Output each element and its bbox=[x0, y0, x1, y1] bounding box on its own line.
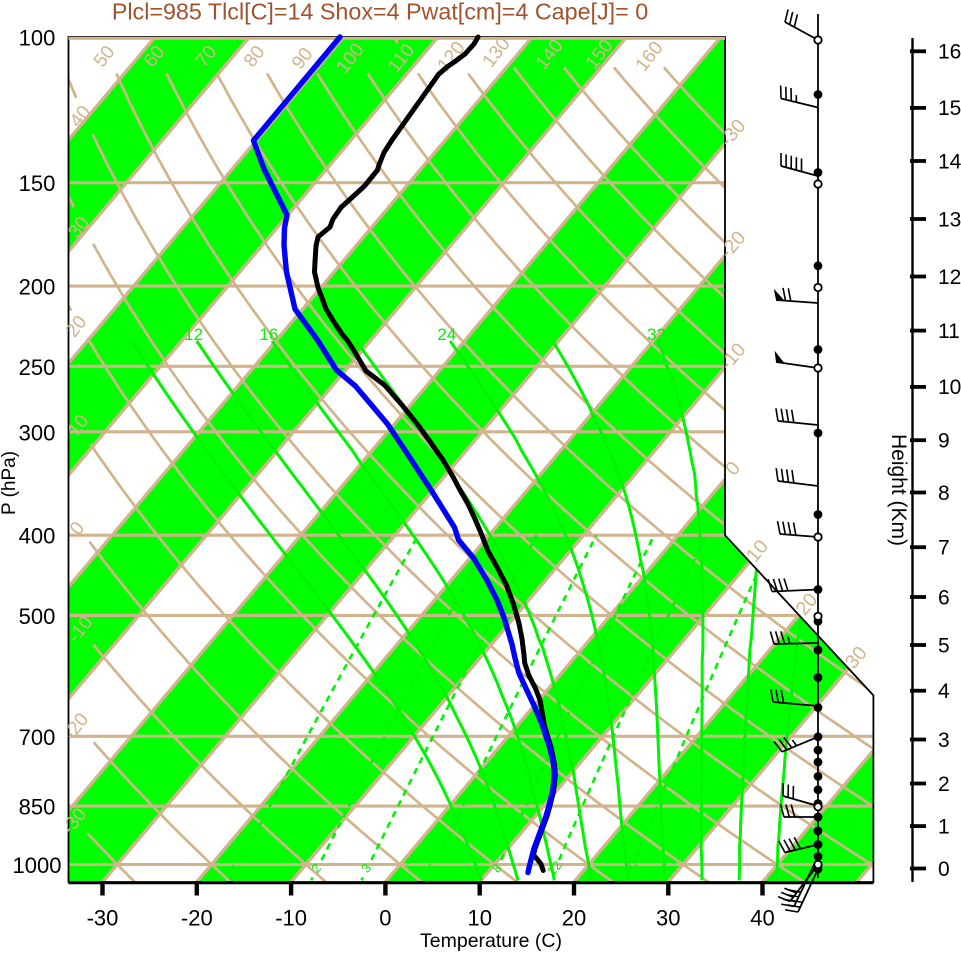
svg-text:12: 12 bbox=[938, 266, 961, 289]
svg-text:150: 150 bbox=[19, 171, 56, 196]
svg-text:-20: -20 bbox=[181, 906, 213, 931]
svg-text:-30: -30 bbox=[87, 906, 119, 931]
svg-text:30: 30 bbox=[656, 906, 680, 931]
svg-text:200: 200 bbox=[19, 275, 56, 300]
svg-text:1000: 1000 bbox=[13, 853, 62, 878]
svg-text:20: 20 bbox=[562, 906, 586, 931]
svg-text:16: 16 bbox=[938, 41, 961, 64]
svg-text:8: 8 bbox=[938, 482, 950, 505]
svg-text:Height (Km): Height (Km) bbox=[887, 434, 910, 546]
svg-text:700: 700 bbox=[19, 725, 56, 750]
svg-text:300: 300 bbox=[19, 420, 56, 445]
svg-text:24: 24 bbox=[437, 325, 456, 344]
svg-text:0: 0 bbox=[938, 858, 950, 881]
svg-text:13: 13 bbox=[938, 208, 961, 231]
svg-text:7: 7 bbox=[938, 537, 950, 560]
svg-text:2: 2 bbox=[938, 773, 950, 796]
svg-text:1: 1 bbox=[938, 815, 950, 838]
svg-text:16: 16 bbox=[259, 325, 278, 344]
svg-text:32: 32 bbox=[647, 325, 666, 344]
svg-text:5: 5 bbox=[938, 634, 950, 657]
svg-text:4: 4 bbox=[938, 680, 950, 703]
svg-text:Temperature (C): Temperature (C) bbox=[420, 930, 562, 952]
svg-text:10: 10 bbox=[938, 376, 961, 399]
svg-text:11: 11 bbox=[938, 320, 960, 343]
svg-text:100: 100 bbox=[19, 26, 56, 51]
svg-text:0: 0 bbox=[379, 906, 391, 931]
svg-text:500: 500 bbox=[19, 604, 56, 629]
svg-text:-10: -10 bbox=[275, 906, 307, 931]
svg-text:P (hPa): P (hPa) bbox=[0, 451, 20, 515]
svg-text:14: 14 bbox=[938, 150, 961, 173]
svg-text:Plcl=985 Tlcl[C]=14 Shox=4 Pwa: Plcl=985 Tlcl[C]=14 Shox=4 Pwat[cm]=4 Ca… bbox=[112, 0, 648, 25]
svg-text:15: 15 bbox=[938, 97, 961, 120]
svg-text:9: 9 bbox=[938, 430, 950, 453]
svg-text:400: 400 bbox=[19, 524, 56, 549]
svg-text:250: 250 bbox=[19, 355, 56, 380]
svg-text:12: 12 bbox=[184, 325, 203, 344]
svg-text:10: 10 bbox=[467, 906, 491, 931]
svg-text:850: 850 bbox=[19, 795, 56, 820]
svg-text:40: 40 bbox=[750, 906, 774, 931]
svg-text:6: 6 bbox=[938, 586, 950, 609]
svg-text:3: 3 bbox=[938, 729, 950, 752]
